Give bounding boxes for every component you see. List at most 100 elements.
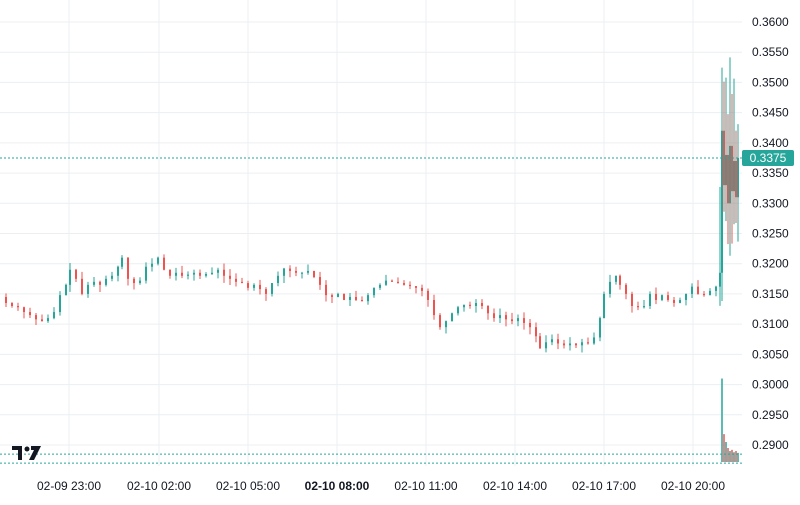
candle-body (505, 315, 507, 320)
candle-body (697, 286, 699, 294)
candle-body (599, 318, 601, 338)
candle-body (397, 281, 399, 284)
candle-body (111, 275, 113, 279)
candle-body (47, 318, 49, 322)
candle-body (325, 284, 327, 296)
candle-body (157, 257, 159, 264)
candle-body (451, 313, 453, 322)
candle-body (499, 315, 501, 319)
candle-body (715, 286, 717, 291)
candle-body (581, 342, 583, 346)
candle-body (735, 160, 737, 198)
candle-body (87, 284, 89, 294)
candle-body (145, 266, 147, 281)
candle-body (631, 293, 633, 307)
logo-shape-left (12, 446, 22, 460)
price-tick-label: 0.2950 (752, 408, 789, 422)
candle-body (59, 295, 61, 313)
time-tick-label: 02-10 11:00 (394, 479, 457, 493)
candle-body (379, 284, 381, 288)
candle-body (703, 293, 705, 296)
candle-body (569, 343, 571, 346)
candle-body (75, 269, 77, 279)
candle-body (253, 284, 255, 288)
candle-body (445, 321, 447, 328)
candle-body (81, 278, 83, 294)
candle-body (463, 304, 465, 308)
candle-body (217, 269, 219, 273)
candle-body (283, 268, 285, 276)
price-axis[interactable]: 0.36000.35500.35000.34500.34000.33500.33… (752, 15, 789, 452)
candle-body (721, 130, 723, 273)
price-tick-label: 0.2900 (752, 438, 789, 452)
candle-body (403, 283, 405, 285)
candle-body (619, 275, 621, 285)
candles-layer (5, 57, 739, 353)
candle-body (439, 315, 441, 328)
price-tick-label: 0.3000 (752, 378, 789, 392)
candle-body (259, 284, 261, 290)
candle-body (727, 154, 729, 204)
candle-body (11, 302, 13, 307)
candle-body (169, 269, 171, 276)
last-price-label: 0.3375 (750, 151, 787, 165)
candle-body (69, 269, 71, 285)
price-tick-label: 0.3100 (752, 317, 789, 331)
candle-body (391, 280, 393, 282)
last-price-marker: 0.3375 (0, 149, 794, 166)
candle-body (187, 274, 189, 276)
candle-body (337, 293, 339, 297)
candle-body (361, 299, 363, 302)
candle-body (719, 272, 721, 287)
candle-body (295, 270, 297, 273)
candle-body (349, 296, 351, 300)
price-tick-label: 0.3300 (752, 196, 789, 210)
candle-body (355, 296, 357, 300)
candle-body (29, 312, 31, 316)
time-axis[interactable]: 02-09 23:00 02-10 02:00 02-10 05:00 02-10 0… (37, 479, 725, 493)
candle-body (211, 272, 213, 274)
candle-body (265, 289, 267, 294)
candle-body (65, 284, 67, 296)
chart-grid (0, 0, 742, 466)
time-tick-label: 02-10 17:00 (572, 479, 636, 493)
candle-body (41, 319, 43, 322)
candle-body (655, 293, 657, 300)
candle-body (163, 257, 165, 270)
candle-body (493, 313, 495, 319)
candle-body (575, 343, 577, 346)
candle-body (5, 296, 7, 303)
candle-body (193, 272, 195, 275)
candle-body (557, 339, 559, 344)
candle-body (539, 336, 541, 349)
candle-body (151, 263, 153, 267)
price-tick-label: 0.3350 (752, 166, 789, 180)
last-price-badge (742, 149, 794, 166)
candle-body (127, 257, 129, 279)
candle-body (343, 293, 345, 300)
candle-body (737, 157, 739, 198)
candle-body (551, 339, 553, 343)
candle-body (667, 295, 669, 300)
time-tick-label: 02-10 05:00 (216, 479, 280, 493)
candle-body (615, 275, 617, 282)
candle-body (313, 270, 315, 278)
candle-body (637, 306, 639, 308)
candle-body (649, 293, 651, 307)
candle-body (331, 295, 333, 297)
candle-body (469, 304, 471, 307)
price-tick-label: 0.3250 (752, 227, 789, 241)
time-tick-label: 02-10 08:00 (305, 479, 370, 493)
candle-body (487, 306, 489, 314)
candle-body (529, 322, 531, 328)
candle-body (241, 281, 243, 284)
candle-body (421, 287, 423, 291)
candle-body (289, 268, 291, 271)
candle-body (175, 272, 177, 276)
candle-body (93, 281, 95, 285)
candle-body (99, 281, 101, 285)
candle-body (691, 286, 693, 294)
candle-body (409, 284, 411, 287)
